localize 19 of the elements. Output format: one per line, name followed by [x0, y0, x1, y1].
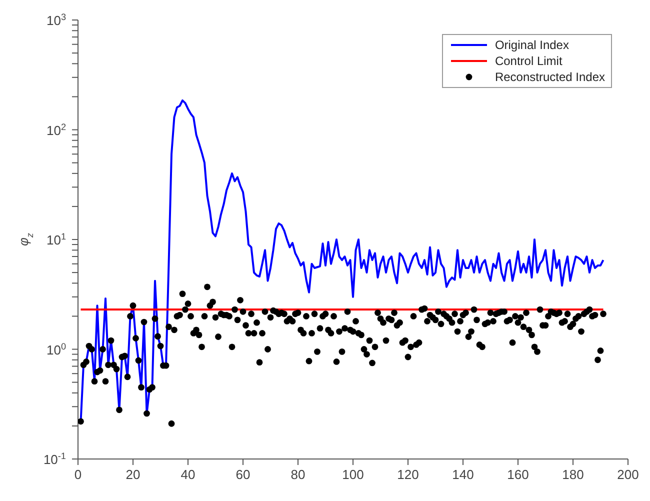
- legend-label: Control Limit: [494, 54, 562, 68]
- x-tick-label: 100: [342, 467, 364, 482]
- x-tick-label: 160: [507, 467, 529, 482]
- x-tick-label: 140: [452, 467, 474, 482]
- x-tick-label: 80: [290, 467, 306, 482]
- y-tick-label: 10$^{2}$: [46, 122, 66, 138]
- legend-label: Original Index: [494, 38, 569, 52]
- x-tick-label: 20: [126, 467, 140, 482]
- x-tick-label: 40: [180, 467, 196, 482]
- x-tick-label: 120: [397, 467, 419, 482]
- x-tick-label: 0: [74, 467, 82, 482]
- y-tick-label: 10$^{-1}$: [43, 451, 66, 467]
- legend-label: Reconstructed Index: [494, 70, 605, 84]
- y-tick-label: 10$^{0}$: [46, 341, 66, 358]
- x-tick-label: 180: [562, 467, 584, 482]
- y-tick-label: 10$^{3}$: [46, 12, 66, 28]
- x-tick-label: 200: [617, 467, 639, 482]
- x-tick-label: 60: [236, 467, 250, 482]
- y-tick-label: 10$^{1}$: [46, 232, 66, 248]
